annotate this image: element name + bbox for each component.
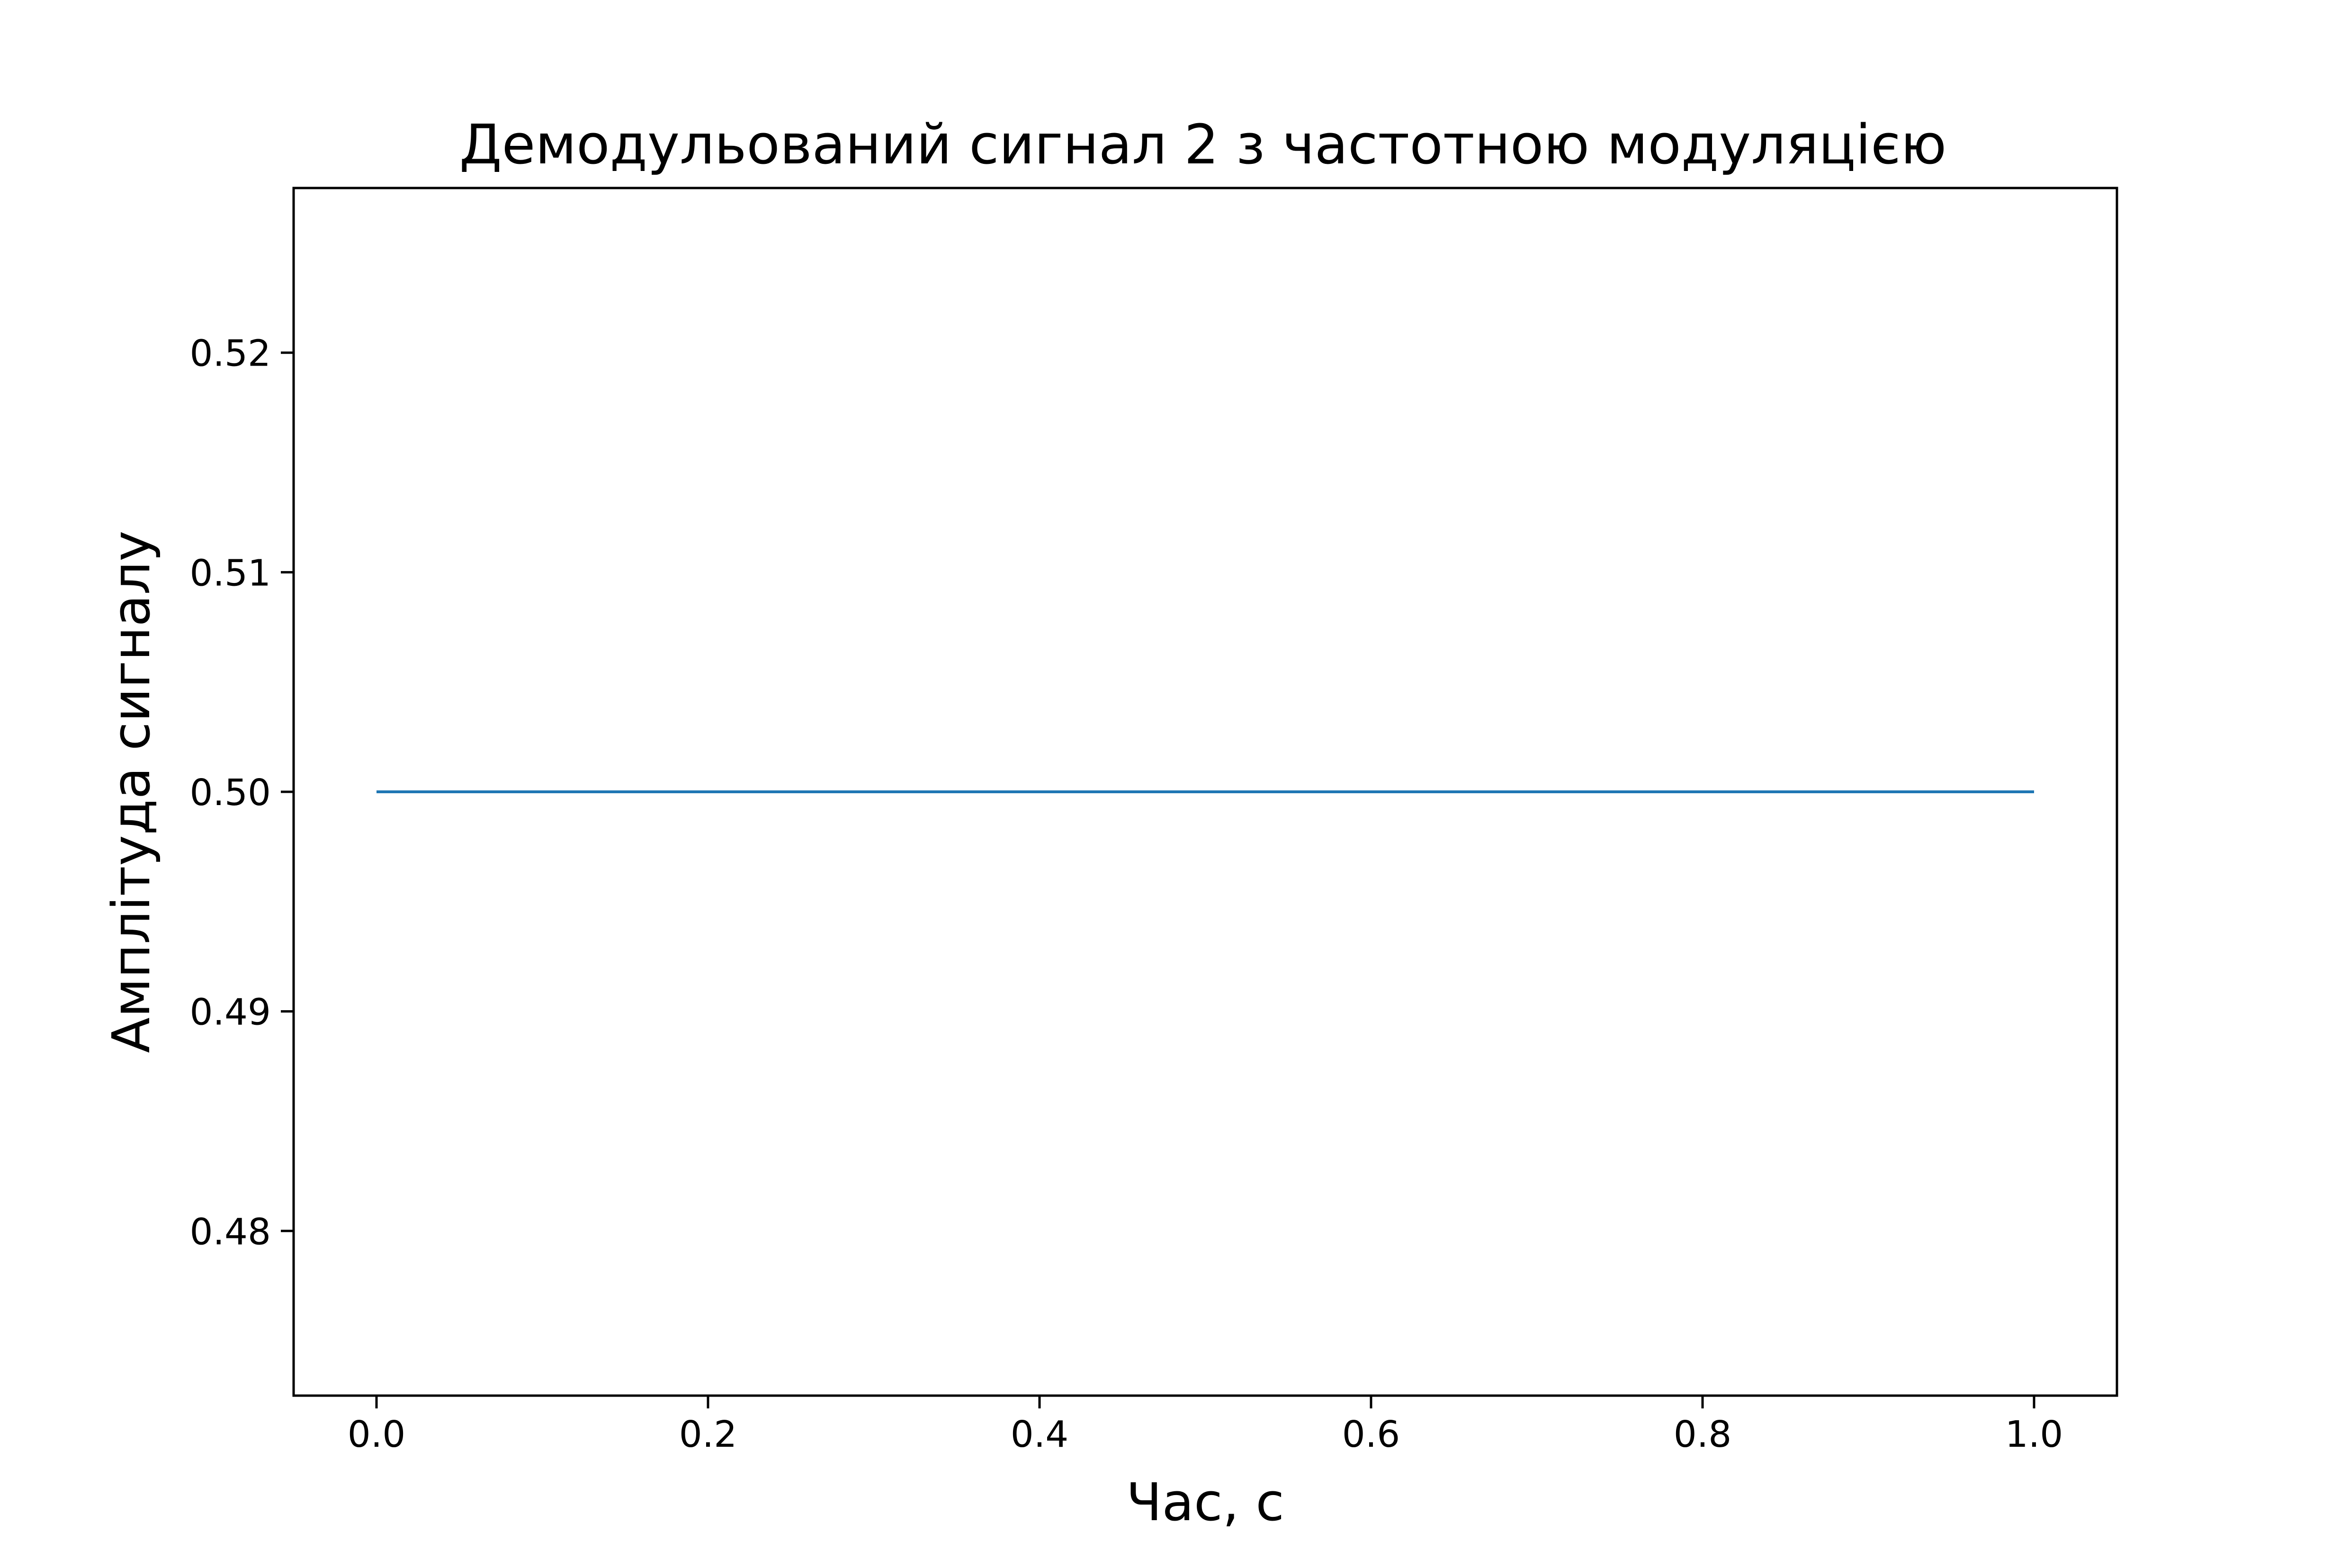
- x-tick-label: 0.8: [1674, 1414, 1731, 1456]
- y-tick-label: 0.51: [190, 552, 271, 594]
- x-tick-label: 0.6: [1342, 1414, 1400, 1456]
- chart-title: Демодульований сигнал 2 з частотною моду…: [459, 113, 1946, 177]
- x-axis-label: Час, с: [1126, 1472, 1284, 1532]
- y-axis: 0.48 0.49 0.50 0.51 0.52: [190, 333, 294, 1253]
- x-tick-label: 0.4: [1011, 1414, 1068, 1456]
- y-tick-label: 0.52: [190, 333, 271, 375]
- y-tick-label: 0.50: [190, 772, 271, 814]
- y-axis-label: Амплітуда сигналу: [101, 530, 161, 1053]
- y-tick-label: 0.49: [190, 992, 271, 1034]
- x-tick-label: 0.0: [348, 1414, 405, 1456]
- y-tick-label: 0.48: [190, 1211, 271, 1253]
- x-tick-label: 1.0: [2005, 1414, 2063, 1456]
- x-tick-label: 0.2: [679, 1414, 737, 1456]
- x-axis: 0.0 0.2 0.4 0.6 0.8 1.0: [348, 1396, 2063, 1456]
